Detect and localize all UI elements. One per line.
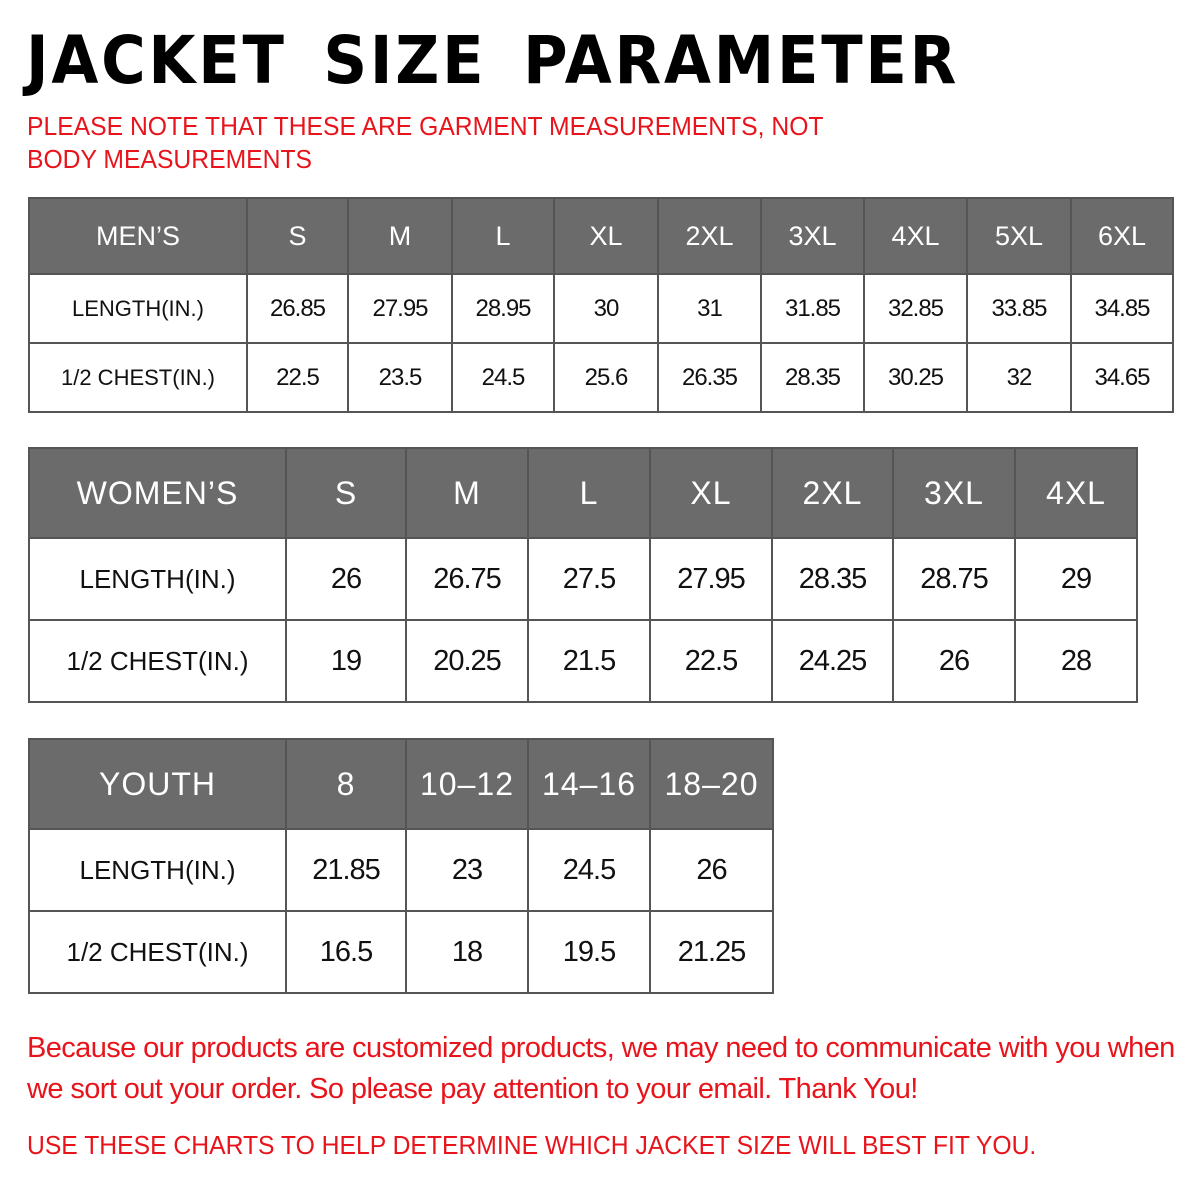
size-header: 6XL (1070, 197, 1174, 275)
measurement-cell: 34.65 (1070, 342, 1174, 413)
measurement-cell: 25.6 (553, 342, 659, 413)
measurement-cell: 26.75 (405, 537, 529, 621)
size-header: L (451, 197, 555, 275)
measurement-cell: 27.95 (649, 537, 773, 621)
size-header: S (285, 447, 407, 539)
measurement-cell: 31.85 (760, 273, 865, 344)
measurement-cell: 21.85 (285, 828, 407, 912)
measurement-cell: 20.25 (405, 619, 529, 703)
womens-size-table: WOMEN’S S M L XL 2XL 3XL 4XL LENGTH(IN.) 26 26.75 2… (28, 447, 1138, 703)
row-label: LENGTH(IN.) (28, 828, 287, 912)
measurement-cell: 26 (285, 537, 407, 621)
measurement-cell: 28.75 (892, 537, 1016, 621)
size-header: M (405, 447, 529, 539)
size-header: L (527, 447, 651, 539)
measurement-cell: 19.5 (527, 910, 651, 994)
measurement-cell: 31 (657, 273, 762, 344)
category-header: MEN’S (28, 197, 248, 275)
size-header: 4XL (1014, 447, 1138, 539)
measurement-cell: 27.95 (347, 273, 453, 344)
measurement-cell: 32 (966, 342, 1072, 413)
measurement-cell: 22.5 (649, 619, 773, 703)
size-header: 2XL (657, 197, 762, 275)
category-header: YOUTH (28, 738, 287, 830)
footer-message: Because our products are customized prod… (27, 1032, 1175, 1105)
measurement-cell: 16.5 (285, 910, 407, 994)
size-header: S (246, 197, 349, 275)
row-label: 1/2 CHEST(IN.) (28, 910, 287, 994)
measurement-note: PLEASE NOTE THAT THESE ARE GARMENT MEASU… (27, 111, 824, 174)
measurement-cell: 29 (1014, 537, 1138, 621)
header-row: YOUTH 8 10–12 14–16 18–20 (28, 738, 774, 830)
measurement-cell: 28 (1014, 619, 1138, 703)
footer-instruction: USE THESE CHARTS TO HELP DETERMINE WHICH… (27, 1130, 1037, 1160)
size-header: 3XL (892, 447, 1016, 539)
measurement-cell: 23 (405, 828, 529, 912)
size-header: XL (553, 197, 659, 275)
measurement-cell: 24.25 (771, 619, 894, 703)
measurement-cell: 32.85 (863, 273, 968, 344)
measurement-cell: 28.35 (760, 342, 865, 413)
measurement-cell: 30.25 (863, 342, 968, 413)
measurement-cell: 34.85 (1070, 273, 1174, 344)
measurement-cell: 27.5 (527, 537, 651, 621)
measurement-cell: 23.5 (347, 342, 453, 413)
measurement-cell: 26 (892, 619, 1016, 703)
measurement-cell: 28.35 (771, 537, 894, 621)
row-label: LENGTH(IN.) (28, 273, 248, 344)
measurement-cell: 30 (553, 273, 659, 344)
measurement-cell: 21.25 (649, 910, 774, 994)
size-header: 18–20 (649, 738, 774, 830)
table-row: LENGTH(IN.) 26.85 27.95 28.95 30 31 31.85 32.85… (28, 273, 1174, 344)
row-label: 1/2 CHEST(IN.) (28, 619, 287, 703)
size-header: 2XL (771, 447, 894, 539)
page-title: JACKET SIZE PARAMETER (26, 22, 960, 99)
size-header: 8 (285, 738, 407, 830)
size-header: 10–12 (405, 738, 529, 830)
row-label: LENGTH(IN.) (28, 537, 287, 621)
size-header: 5XL (966, 197, 1072, 275)
mens-size-table: MEN’S S M L XL 2XL 3XL 4XL 5XL 6XL LENGTH(IN.) 26.8… (28, 197, 1174, 413)
measurement-cell: 18 (405, 910, 529, 994)
measurement-cell: 33.85 (966, 273, 1072, 344)
measurement-cell: 24.5 (527, 828, 651, 912)
category-header: WOMEN’S (28, 447, 287, 539)
measurement-cell: 26.85 (246, 273, 349, 344)
header-row: MEN’S S M L XL 2XL 3XL 4XL 5XL 6XL (28, 197, 1174, 275)
measurement-cell: 26 (649, 828, 774, 912)
youth-size-table: YOUTH 8 10–12 14–16 18–20 LENGTH(IN.) 21.85 23 2… (28, 738, 774, 994)
row-label: 1/2 CHEST(IN.) (28, 342, 248, 413)
table-row: 1/2 CHEST(IN.) 19 20.25 21.5 22.5 24.25 26 28 (28, 619, 1138, 703)
size-header: M (347, 197, 453, 275)
measurement-cell: 28.95 (451, 273, 555, 344)
table-row: LENGTH(IN.) 21.85 23 24.5 26 (28, 828, 774, 912)
size-header: 14–16 (527, 738, 651, 830)
size-header: 3XL (760, 197, 865, 275)
size-header: 4XL (863, 197, 968, 275)
measurement-cell: 24.5 (451, 342, 555, 413)
measurement-cell: 19 (285, 619, 407, 703)
table-row: 1/2 CHEST(IN.) 22.5 23.5 24.5 25.6 26.35 28.35… (28, 342, 1174, 413)
measurement-cell: 22.5 (246, 342, 349, 413)
measurement-cell: 26.35 (657, 342, 762, 413)
measurement-cell: 21.5 (527, 619, 651, 703)
size-header: XL (649, 447, 773, 539)
table-row: 1/2 CHEST(IN.) 16.5 18 19.5 21.25 (28, 910, 774, 994)
table-row: LENGTH(IN.) 26 26.75 27.5 27.95 28.35 28.75 29 (28, 537, 1138, 621)
header-row: WOMEN’S S M L XL 2XL 3XL 4XL (28, 447, 1138, 539)
